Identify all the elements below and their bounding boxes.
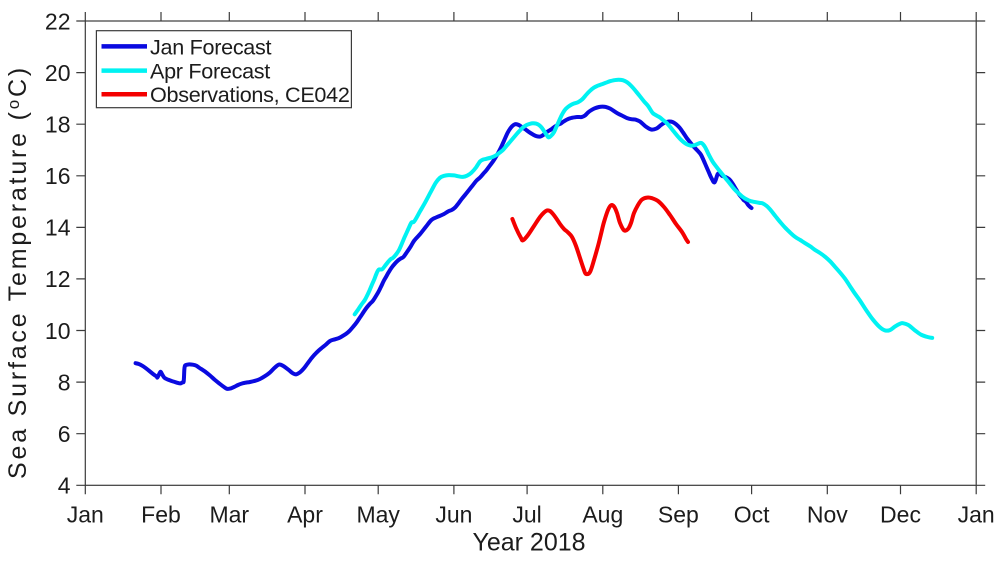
svg-text:Dec: Dec [880, 501, 921, 527]
svg-text:Jul: Jul [512, 501, 541, 527]
svg-text:Jan: Jan [67, 501, 104, 527]
svg-text:14: 14 [45, 215, 71, 241]
svg-text:8: 8 [58, 369, 71, 395]
svg-text:Nov: Nov [807, 501, 848, 527]
svg-text:10: 10 [45, 318, 71, 344]
svg-text:May: May [356, 501, 400, 527]
svg-text:16: 16 [45, 163, 71, 189]
svg-text:Sea Surface Temperature (oC): Sea Surface Temperature (oC) [4, 65, 32, 479]
svg-text:Apr: Apr [287, 501, 323, 527]
svg-text:12: 12 [45, 266, 71, 292]
svg-text:Apr Forecast: Apr Forecast [150, 59, 270, 84]
svg-text:Jun: Jun [435, 501, 472, 527]
svg-text:22: 22 [45, 8, 71, 34]
svg-text:Jan: Jan [958, 501, 995, 527]
svg-text:18: 18 [45, 112, 71, 138]
svg-text:Observations, CE042: Observations, CE042 [150, 82, 350, 107]
svg-text:Jan Forecast: Jan Forecast [150, 34, 272, 59]
svg-text:Mar: Mar [209, 501, 249, 527]
svg-text:20: 20 [45, 60, 71, 86]
svg-text:Feb: Feb [141, 501, 181, 527]
svg-text:6: 6 [58, 421, 71, 447]
svg-text:Oct: Oct [734, 501, 770, 527]
svg-text:Aug: Aug [582, 501, 623, 527]
svg-text:Year 2018: Year 2018 [472, 529, 585, 557]
svg-text:4: 4 [58, 473, 71, 499]
svg-text:Sep: Sep [658, 501, 699, 527]
